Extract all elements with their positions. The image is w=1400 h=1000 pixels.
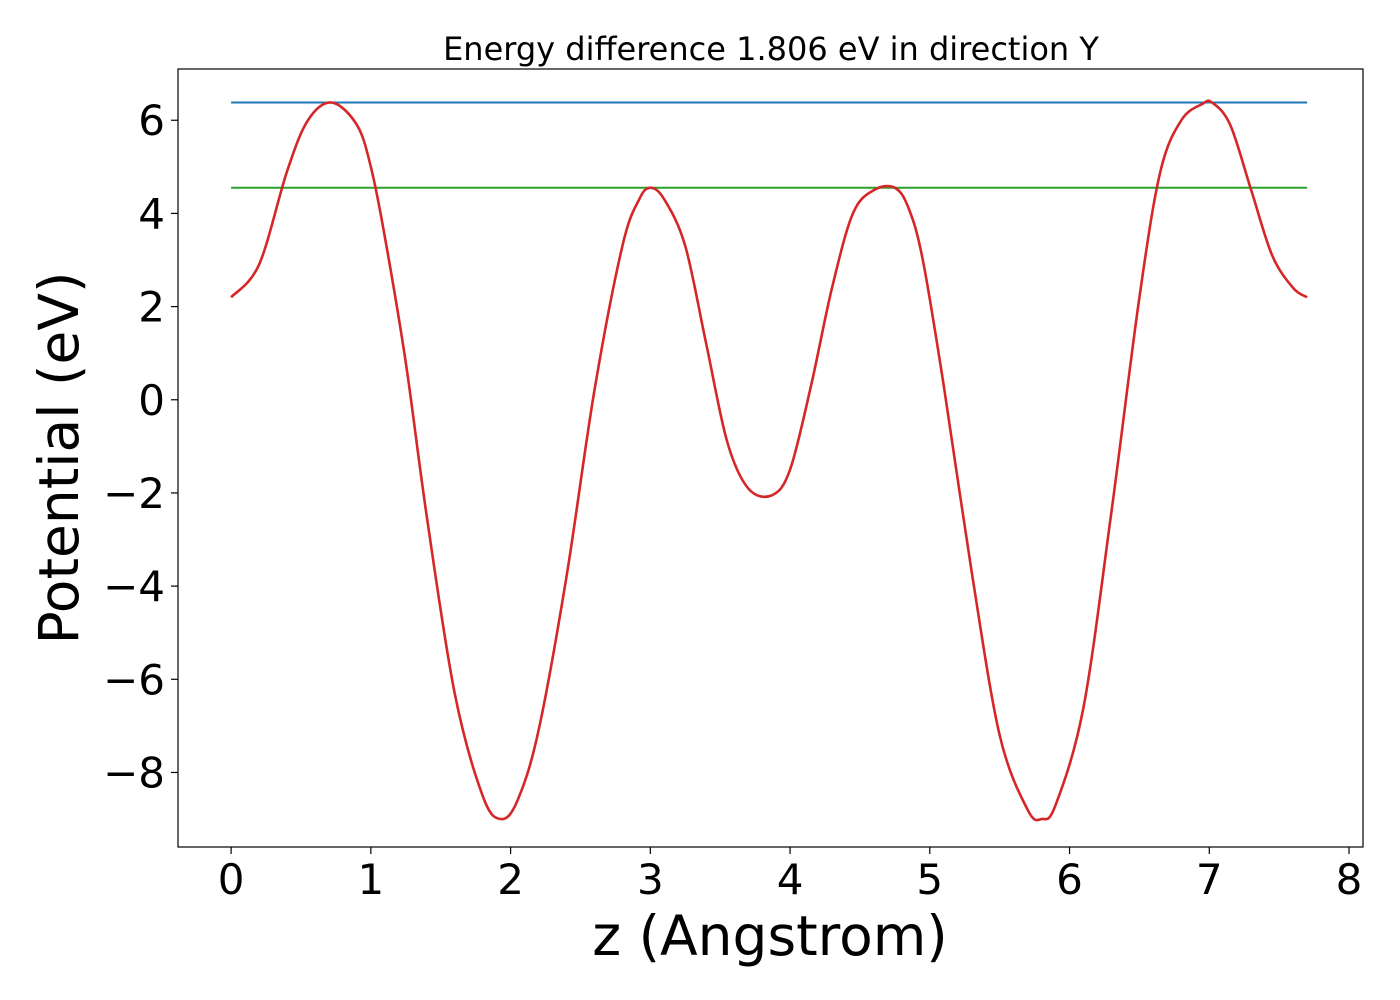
y-tick-label: −4 xyxy=(103,562,165,611)
x-tick-label: 1 xyxy=(357,855,384,904)
y-axis: −8 −6 −4 −2 0 2 4 6 xyxy=(103,96,178,797)
x-tick-label: 3 xyxy=(637,855,664,904)
x-tick-label: 8 xyxy=(1336,855,1363,904)
y-tick-label: 2 xyxy=(138,283,165,332)
x-tick-label: 7 xyxy=(1196,855,1223,904)
plot-area-frame xyxy=(177,68,1364,848)
x-tick-label: 6 xyxy=(1056,855,1083,904)
x-tick-label: 0 xyxy=(218,855,245,904)
x-axis-label: z (Angstrom) xyxy=(592,904,948,968)
y-tick-label: −2 xyxy=(103,469,165,518)
y-tick-label: −8 xyxy=(103,748,165,797)
x-tick-label: 5 xyxy=(916,855,943,904)
y-tick-label: 0 xyxy=(138,376,165,425)
x-tick-label: 4 xyxy=(777,855,804,904)
potential-curve-line xyxy=(230,99,1308,822)
y-axis-label: Potential (eV) xyxy=(27,272,91,645)
y-tick-label: −6 xyxy=(103,655,165,704)
x-tick-label: 2 xyxy=(497,855,524,904)
chart-title: Energy difference 1.806 eV in direction … xyxy=(443,30,1099,68)
y-tick-label: 4 xyxy=(138,189,165,238)
series-layer xyxy=(230,99,1308,822)
y-tick-label: 6 xyxy=(138,96,165,145)
x-axis: 0 1 2 3 4 5 6 7 8 xyxy=(218,847,1363,904)
